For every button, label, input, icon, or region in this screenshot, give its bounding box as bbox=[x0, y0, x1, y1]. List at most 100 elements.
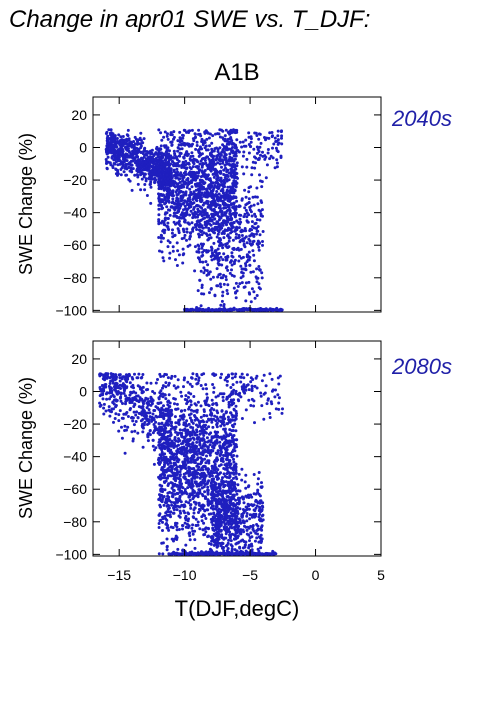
scatter-point bbox=[217, 132, 221, 136]
scatter-point bbox=[215, 190, 219, 193]
scatter-point bbox=[122, 391, 126, 395]
scatter-point bbox=[190, 473, 194, 477]
scatter-point bbox=[158, 249, 161, 253]
scatter-point bbox=[213, 217, 217, 221]
scatter-point bbox=[190, 376, 193, 380]
scatter-point bbox=[176, 547, 180, 551]
scatter-point bbox=[204, 496, 208, 499]
scatter-point bbox=[209, 512, 213, 516]
scatter-point bbox=[192, 395, 196, 398]
scatter-point bbox=[252, 226, 256, 230]
scatter-point bbox=[248, 205, 252, 209]
scatter-point bbox=[275, 308, 279, 312]
scatter-point bbox=[193, 529, 197, 533]
scatter-point bbox=[187, 474, 191, 478]
scatter-point bbox=[117, 419, 121, 423]
scatter-point bbox=[232, 195, 236, 199]
scatter-point bbox=[213, 294, 217, 298]
scatter-point bbox=[221, 159, 225, 163]
scatter-point bbox=[185, 230, 189, 234]
scatter-point bbox=[233, 260, 236, 264]
scatter-point bbox=[205, 194, 209, 198]
scatter-point bbox=[193, 506, 197, 510]
scatter-point bbox=[199, 404, 203, 408]
scatter-point bbox=[139, 146, 143, 150]
scatter-point bbox=[222, 282, 226, 286]
scatter-point bbox=[234, 154, 238, 158]
scatter-point bbox=[186, 486, 190, 490]
scatter-point bbox=[194, 165, 198, 169]
scatter-point bbox=[255, 294, 259, 297]
scatter-point bbox=[227, 418, 231, 422]
scatter-point bbox=[244, 138, 248, 142]
scatter-point bbox=[118, 379, 122, 383]
scatter-point bbox=[252, 290, 256, 294]
scatter-point bbox=[160, 204, 163, 208]
scatter-point bbox=[203, 208, 207, 212]
scatter-point bbox=[192, 430, 196, 434]
scatter-point bbox=[121, 135, 125, 138]
scatter-point bbox=[276, 129, 280, 133]
scatter-point bbox=[189, 431, 193, 435]
scatter-point bbox=[200, 152, 204, 156]
scatter-point bbox=[275, 165, 279, 169]
scatter-point bbox=[279, 154, 283, 158]
scatter-point bbox=[261, 230, 265, 233]
scatter-point bbox=[157, 396, 161, 400]
scatter-point bbox=[276, 134, 280, 138]
scatter-point bbox=[149, 185, 153, 189]
scatter-point bbox=[198, 278, 202, 282]
y-tick-label: −40 bbox=[63, 205, 87, 221]
scatter-point bbox=[209, 451, 213, 454]
scatter-point bbox=[198, 198, 202, 202]
scatter-point bbox=[114, 167, 118, 171]
scatter-point bbox=[257, 248, 261, 252]
scatter-point bbox=[235, 138, 239, 142]
scatter-point bbox=[167, 474, 171, 478]
scatter-point bbox=[207, 136, 211, 140]
scatter-point bbox=[203, 527, 207, 531]
scatter-point bbox=[146, 435, 150, 439]
scatter-point bbox=[178, 509, 182, 513]
scatter-point bbox=[192, 446, 196, 450]
scatter-point bbox=[229, 462, 233, 466]
scatter-point bbox=[186, 511, 190, 515]
scatter-point bbox=[194, 223, 198, 227]
scatter-point bbox=[238, 217, 242, 221]
scatter-point bbox=[193, 481, 197, 485]
scatter-point bbox=[170, 494, 174, 498]
scatter-point bbox=[164, 169, 168, 173]
scatter-point bbox=[135, 173, 139, 177]
scatter-point bbox=[150, 419, 154, 423]
scatter-point bbox=[247, 190, 251, 194]
scatter-point bbox=[170, 143, 174, 147]
scatter-point bbox=[230, 450, 234, 454]
scatter-point bbox=[157, 552, 161, 556]
scatter-point bbox=[250, 214, 254, 218]
scatter-point bbox=[111, 164, 115, 168]
scatter-point bbox=[130, 385, 134, 389]
scatter-point bbox=[114, 412, 118, 416]
scatter-point bbox=[171, 443, 175, 447]
scatter-point bbox=[198, 527, 202, 531]
scatter-point bbox=[179, 171, 183, 175]
scatter-point bbox=[184, 424, 188, 428]
scatter-point bbox=[234, 151, 238, 155]
scatter-point bbox=[177, 173, 181, 177]
scatter-point bbox=[191, 165, 195, 169]
scatter-point bbox=[210, 308, 214, 312]
scatter-point bbox=[164, 151, 168, 154]
scatter-point bbox=[136, 182, 140, 186]
scatter-point bbox=[217, 273, 221, 277]
scatter-point bbox=[158, 182, 162, 186]
scatter-point bbox=[203, 146, 207, 150]
scatter-point bbox=[275, 161, 279, 165]
scatter-point bbox=[102, 373, 106, 377]
scatter-point bbox=[232, 454, 236, 457]
scatter-point bbox=[140, 397, 144, 401]
scatter-point bbox=[273, 136, 277, 140]
scatter-point bbox=[225, 308, 229, 312]
scatter-point bbox=[172, 506, 176, 510]
scatter-point bbox=[228, 208, 232, 212]
